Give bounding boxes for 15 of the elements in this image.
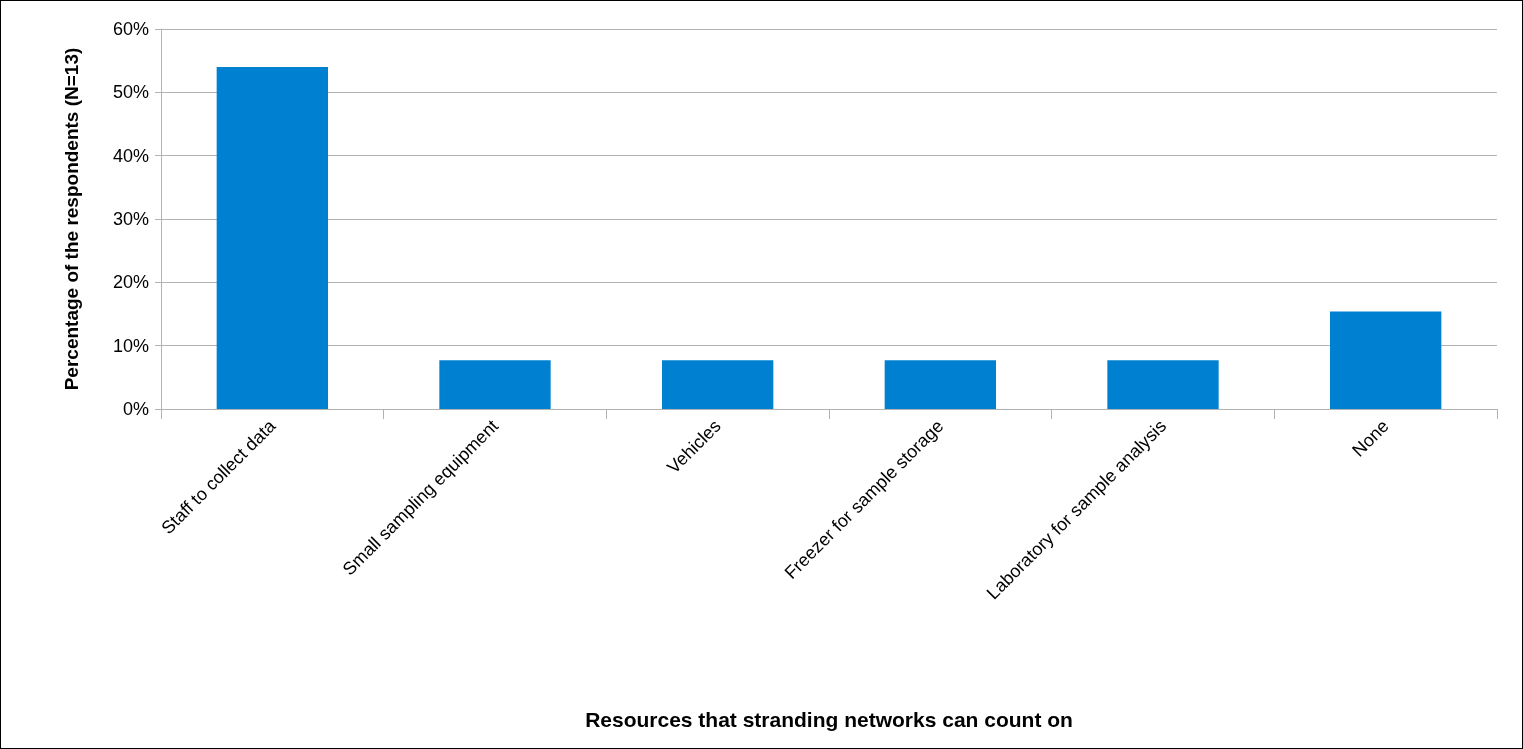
bar: [1330, 311, 1442, 409]
bar: [439, 360, 551, 409]
y-tick-label: 60%: [112, 19, 149, 39]
y-tick-label: 50%: [112, 82, 149, 103]
bar: [884, 360, 996, 409]
y-tick-label: 30%: [112, 209, 149, 229]
bar: [1107, 360, 1219, 409]
x-axis-title: Resources that stranding networks can count on: [585, 708, 1073, 731]
y-tick-label: 10%: [112, 335, 149, 356]
bar: [216, 67, 328, 409]
y-tick-label: 0%: [122, 399, 149, 419]
y-tick-label: 40%: [112, 145, 149, 166]
y-tick-label: 20%: [112, 272, 149, 293]
bar: [662, 360, 774, 409]
y-axis-title: Percentage of the respondents (N=13): [61, 47, 82, 391]
